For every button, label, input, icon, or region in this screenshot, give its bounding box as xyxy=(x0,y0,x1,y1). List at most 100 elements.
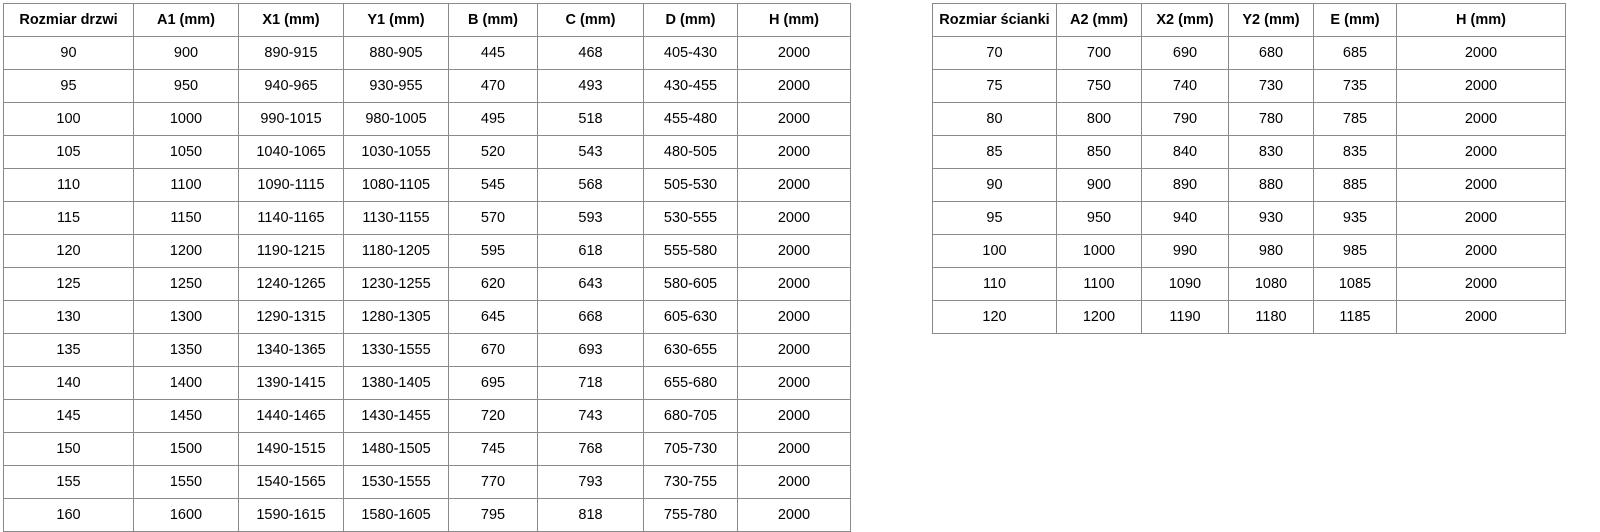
panel-column-header-0: Rozmiar ścianki xyxy=(932,3,1057,37)
panel-cell: 890 xyxy=(1141,168,1229,202)
door-cell: 518 xyxy=(537,102,644,136)
door-cell: 2000 xyxy=(737,399,851,433)
door-cell: 680-705 xyxy=(643,399,738,433)
door-cell: 643 xyxy=(537,267,644,301)
door-cell: 1100 xyxy=(133,168,239,202)
table-row: 100 1000 990 980 985 2000 xyxy=(932,234,1566,268)
panel-cell: 1080 xyxy=(1228,267,1314,301)
panel-cell: 75 xyxy=(932,69,1057,103)
table-row: 130 1300 1290-1315 1280-1305 645 668 605-630 20… xyxy=(3,300,851,334)
door-cell: 120 xyxy=(3,234,134,268)
door-cell: 718 xyxy=(537,366,644,400)
door-cell: 605-630 xyxy=(643,300,738,334)
door-cell: 2000 xyxy=(737,432,851,466)
panel-cell: 750 xyxy=(1056,69,1142,103)
table-row: 95 950 940 930 935 2000 xyxy=(932,201,1566,235)
door-cell: 2000 xyxy=(737,333,851,367)
panel-cell: 685 xyxy=(1313,36,1397,70)
door-cell: 743 xyxy=(537,399,644,433)
door-cell: 645 xyxy=(448,300,538,334)
door-cell: 580-605 xyxy=(643,267,738,301)
door-cell: 1240-1265 xyxy=(238,267,344,301)
door-cell: 793 xyxy=(537,465,644,499)
table-row: 100 1000 990-1015 980-1005 495 518 455-480 2000 xyxy=(3,102,851,136)
door-column-header-5: C (mm) xyxy=(537,3,644,37)
panel-column-header-4: E (mm) xyxy=(1313,3,1397,37)
table-row: 145 1450 1440-1465 1430-1455 720 743 680-705 20… xyxy=(3,399,851,433)
door-cell: 1200 xyxy=(133,234,239,268)
panel-cell: 1200 xyxy=(1056,300,1142,334)
panel-cell: 2000 xyxy=(1396,201,1566,235)
panel-table-header: Rozmiar ścianki A2 (mm) X2 (mm) Y2 (mm) E (m… xyxy=(932,3,1566,37)
door-column-header-3: Y1 (mm) xyxy=(343,3,449,37)
door-cell: 730-755 xyxy=(643,465,738,499)
door-cell: 570 xyxy=(448,201,538,235)
door-cell: 755-780 xyxy=(643,498,738,532)
door-cell: 468 xyxy=(537,36,644,70)
spec-tables-page: Rozmiar drzwi A1 (mm) X1 (mm) Y1 (mm) B (mm)… xyxy=(3,3,1566,532)
panel-cell: 800 xyxy=(1056,102,1142,136)
door-column-header-0: Rozmiar drzwi xyxy=(3,3,134,37)
door-cell: 1150 xyxy=(133,201,239,235)
door-cell: 1300 xyxy=(133,300,239,334)
table-row: 125 1250 1240-1265 1230-1255 620 643 580-605 20… xyxy=(3,267,851,301)
panel-cell: 680 xyxy=(1228,36,1314,70)
door-cell: 140 xyxy=(3,366,134,400)
panel-cell: 1185 xyxy=(1313,300,1397,334)
door-cell: 1230-1255 xyxy=(343,267,449,301)
panel-column-header-5: H (mm) xyxy=(1396,3,1566,37)
door-cell: 1280-1305 xyxy=(343,300,449,334)
door-cell: 620 xyxy=(448,267,538,301)
door-cell: 1430-1455 xyxy=(343,399,449,433)
table-row: 75 750 740 730 735 2000 xyxy=(932,69,1566,103)
door-cell: 543 xyxy=(537,135,644,169)
door-cell: 455-480 xyxy=(643,102,738,136)
table-row: 115 1150 1140-1165 1130-1155 570 593 530-555 20… xyxy=(3,201,851,235)
door-cell: 90 xyxy=(3,36,134,70)
door-cell: 1090-1115 xyxy=(238,168,344,202)
panel-cell: 2000 xyxy=(1396,267,1566,301)
panel-cell: 1190 xyxy=(1141,300,1229,334)
door-cell: 2000 xyxy=(737,69,851,103)
door-column-header-2: X1 (mm) xyxy=(238,3,344,37)
panel-cell: 780 xyxy=(1228,102,1314,136)
door-cell: 545 xyxy=(448,168,538,202)
door-cell: 505-530 xyxy=(643,168,738,202)
door-cell: 770 xyxy=(448,465,538,499)
door-cell: 1050 xyxy=(133,135,239,169)
door-cell: 1600 xyxy=(133,498,239,532)
door-table-body: 90 900 890-915 880-905 445 468 405-430 2000 95 95… xyxy=(3,36,851,532)
door-cell: 470 xyxy=(448,69,538,103)
door-cell: 2000 xyxy=(737,366,851,400)
table-row: 90 900 890 880 885 2000 xyxy=(932,168,1566,202)
panel-cell: 1100 xyxy=(1056,267,1142,301)
panel-table-header-row: Rozmiar ścianki A2 (mm) X2 (mm) Y2 (mm) E (m… xyxy=(932,3,1566,37)
door-cell: 495 xyxy=(448,102,538,136)
door-cell: 1580-1605 xyxy=(343,498,449,532)
panel-cell: 930 xyxy=(1228,201,1314,235)
door-cell: 768 xyxy=(537,432,644,466)
door-cell: 145 xyxy=(3,399,134,433)
table-row: 155 1550 1540-1565 1530-1555 770 793 730-755 20… xyxy=(3,465,851,499)
panel-cell: 2000 xyxy=(1396,300,1566,334)
door-cell: 818 xyxy=(537,498,644,532)
door-cell: 100 xyxy=(3,102,134,136)
panel-cell: 2000 xyxy=(1396,69,1566,103)
table-row: 90 900 890-915 880-905 445 468 405-430 2000 xyxy=(3,36,851,70)
door-cell: 720 xyxy=(448,399,538,433)
door-cell: 1530-1555 xyxy=(343,465,449,499)
door-cell: 155 xyxy=(3,465,134,499)
panel-cell: 980 xyxy=(1228,234,1314,268)
door-cell: 480-505 xyxy=(643,135,738,169)
panel-column-header-2: X2 (mm) xyxy=(1141,3,1229,37)
panel-cell: 120 xyxy=(932,300,1057,334)
door-cell: 130 xyxy=(3,300,134,334)
panel-cell: 100 xyxy=(932,234,1057,268)
door-cell: 150 xyxy=(3,432,134,466)
door-cell: 990-1015 xyxy=(238,102,344,136)
door-cell: 980-1005 xyxy=(343,102,449,136)
door-size-table: Rozmiar drzwi A1 (mm) X1 (mm) Y1 (mm) B (mm)… xyxy=(3,3,851,532)
door-cell: 1340-1365 xyxy=(238,333,344,367)
panel-cell: 835 xyxy=(1313,135,1397,169)
panel-cell: 900 xyxy=(1056,168,1142,202)
